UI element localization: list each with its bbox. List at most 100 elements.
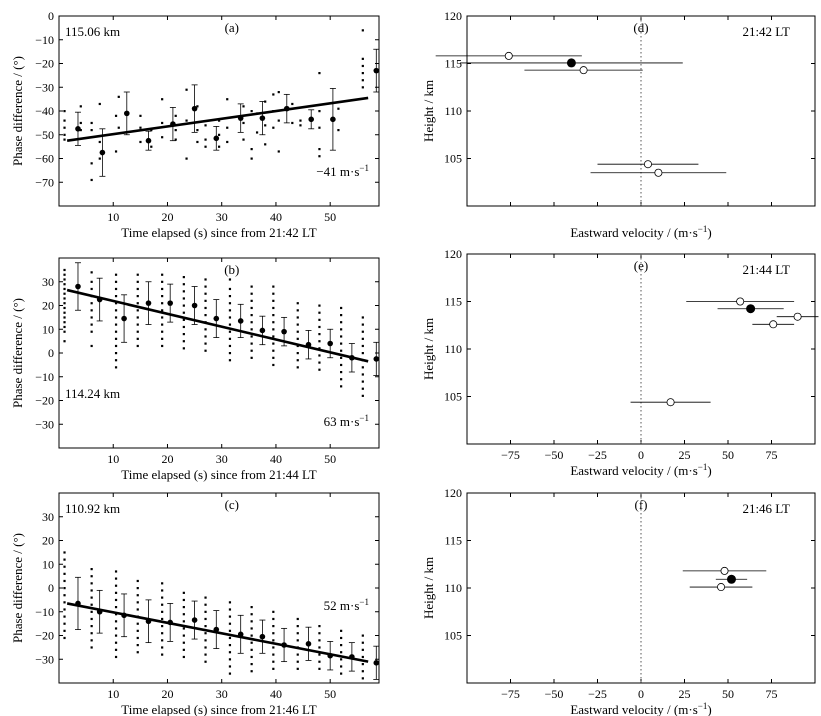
- raw-point: [63, 565, 66, 568]
- raw-point: [250, 620, 253, 623]
- raw-point: [272, 285, 275, 288]
- raw-point: [79, 129, 82, 132]
- raw-point: [361, 72, 364, 75]
- raw-point: [90, 129, 93, 132]
- raw-point: [272, 126, 275, 129]
- raw-point: [90, 589, 93, 592]
- raw-point: [204, 138, 207, 141]
- y-tick-label: −30: [35, 417, 54, 431]
- raw-point: [90, 582, 93, 585]
- panel-b: 30 20 10 0 −10 −20 −30 10 20 30 40 50 (b) 114.24 km 63…: [10, 257, 380, 482]
- y-tick-label: 0: [48, 581, 54, 595]
- raw-point: [228, 309, 232, 312]
- raw-point: [114, 287, 118, 291]
- raw-point: [196, 105, 199, 108]
- raw-point: [361, 670, 364, 673]
- x-tick-label: −25: [588, 448, 607, 462]
- y-axis-label: Phase difference / (°): [10, 298, 25, 408]
- raw-point: [204, 145, 207, 148]
- raw-point: [182, 627, 185, 630]
- x-tick-label: 50: [722, 448, 734, 462]
- raw-point: [182, 325, 185, 329]
- raw-point: [150, 145, 153, 148]
- raw-point: [114, 337, 118, 340]
- raw-point: [63, 636, 66, 640]
- y-tick-label: 110: [444, 104, 462, 118]
- raw-point: [63, 311, 66, 314]
- raw-point: [340, 335, 343, 338]
- panel-label: (f): [635, 497, 648, 512]
- raw-point: [114, 613, 118, 616]
- time-label: 21:46 LT: [742, 501, 790, 516]
- mean-point: [259, 115, 266, 121]
- y-tick-label: 120: [444, 247, 462, 261]
- raw-point: [318, 639, 321, 642]
- x-tick-label: 0: [638, 687, 644, 701]
- raw-point: [272, 639, 275, 642]
- raw-point: [63, 601, 66, 604]
- fit-line: [66, 288, 369, 363]
- raw-point: [361, 655, 364, 659]
- raw-point: [228, 337, 232, 340]
- raw-point: [277, 91, 280, 94]
- raw-point: [117, 95, 120, 98]
- raw-point: [161, 603, 164, 606]
- y-axis-label: Phase difference / (°): [10, 56, 25, 166]
- raw-point: [228, 636, 232, 640]
- x-tick-label: 75: [766, 687, 778, 701]
- height-label: 110.92 km: [65, 501, 120, 516]
- raw-point: [204, 617, 207, 621]
- panel-label: (a): [225, 20, 239, 35]
- raw-point: [296, 667, 299, 670]
- raw-point: [114, 620, 118, 623]
- panel-label: (e): [634, 258, 648, 273]
- raw-point: [182, 318, 185, 321]
- mean-point: [191, 302, 198, 309]
- raw-point: [250, 655, 253, 659]
- raw-point: [114, 330, 118, 333]
- raw-point: [204, 299, 207, 302]
- raw-point: [228, 672, 232, 675]
- raw-point: [272, 646, 275, 649]
- raw-point: [90, 287, 93, 291]
- superscript: −1: [698, 701, 708, 711]
- raw-point: [250, 306, 253, 310]
- raw-point: [114, 606, 118, 609]
- raw-point: [90, 646, 93, 649]
- raw-point: [318, 126, 321, 129]
- x-axis-label: Time elapsed (s) since from 21:46 LT: [121, 702, 317, 716]
- raw-point: [114, 295, 118, 298]
- raw-point: [228, 302, 232, 305]
- mean-point: [145, 300, 152, 306]
- raw-point: [296, 653, 299, 656]
- raw-point: [340, 363, 343, 367]
- raw-point: [318, 354, 321, 357]
- raw-point: [114, 577, 118, 580]
- velocity-point-open: [579, 66, 588, 75]
- raw-point: [250, 634, 253, 637]
- panel-a: 0 −10 −20 −30 −40 −50 −60 −70 10 20 30 40 50 (a) 115.0…: [10, 9, 380, 240]
- raw-point: [242, 105, 245, 108]
- raw-point: [136, 594, 139, 597]
- raw-point: [296, 352, 299, 355]
- mean-point: [373, 67, 380, 74]
- raw-point: [114, 366, 118, 369]
- raw-point: [340, 658, 343, 661]
- raw-point: [272, 342, 275, 345]
- raw-point: [204, 632, 207, 635]
- y-tick-label: 0: [48, 9, 54, 23]
- raw-point: [272, 328, 275, 331]
- raw-point: [318, 110, 321, 113]
- raw-point: [63, 110, 66, 113]
- raw-point: [174, 138, 177, 141]
- x-tick-label: 50: [324, 210, 336, 224]
- raw-point: [90, 610, 93, 613]
- raw-point: [182, 283, 185, 286]
- raw-point: [161, 98, 164, 101]
- raw-point: [161, 344, 164, 348]
- raw-point: [63, 615, 66, 618]
- raw-point: [136, 302, 139, 305]
- raw-point: [296, 632, 299, 635]
- raw-point: [228, 665, 232, 668]
- raw-point: [136, 323, 139, 326]
